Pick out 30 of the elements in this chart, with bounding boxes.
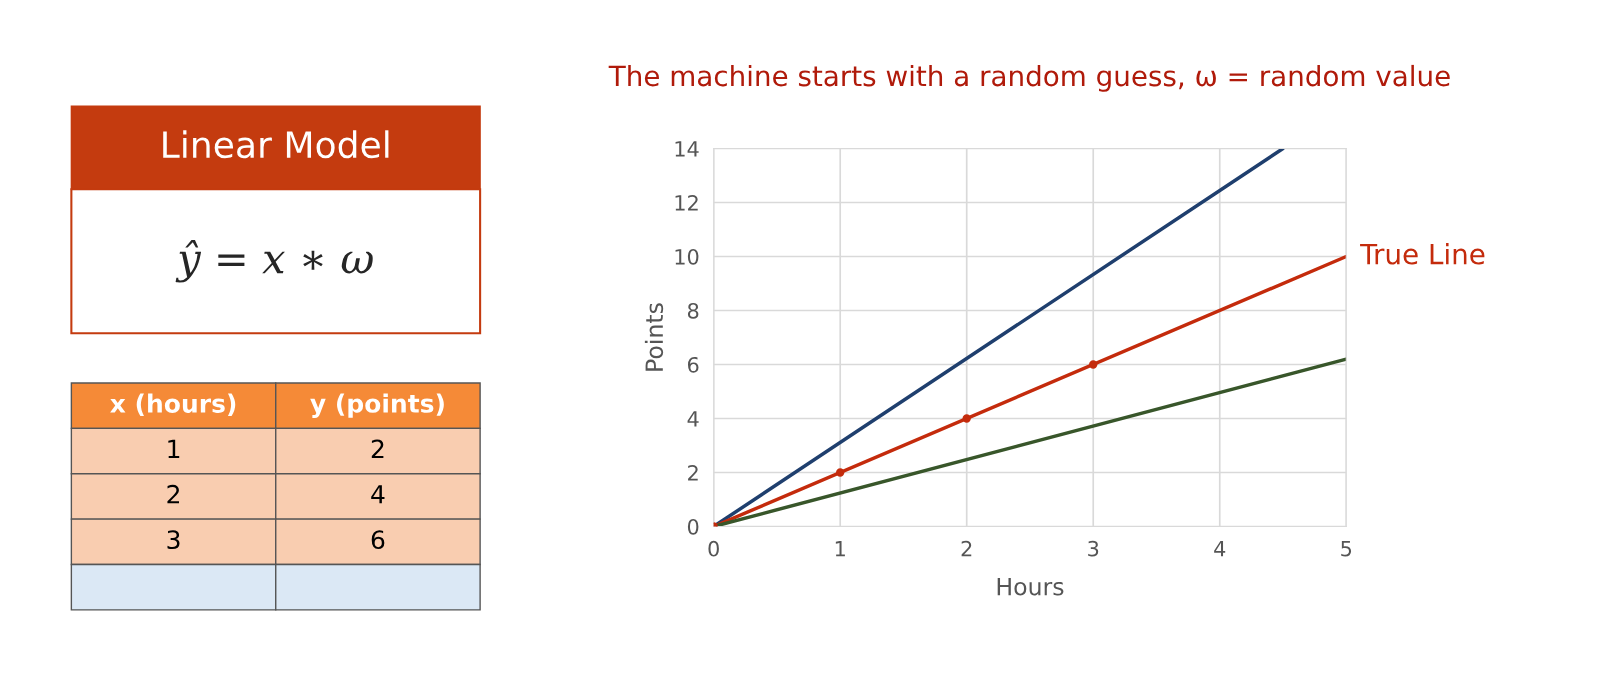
series-label: True Line — [1360, 243, 1485, 265]
point — [1089, 360, 1098, 369]
x-tick-label: 5 — [1341, 541, 1352, 557]
text: x (hours) — [110, 393, 236, 416]
text: Linear Model — [163, 130, 389, 159]
y-tick-label: 12 — [675, 194, 698, 211]
point — [836, 468, 845, 477]
y-tick-label: 14 — [675, 141, 699, 157]
y-tick-label: 2 — [688, 464, 698, 481]
y-tick-label: 4 — [687, 411, 699, 427]
y-tick-label: 10 — [675, 248, 699, 265]
x-tick-label: 2 — [961, 540, 972, 557]
x-axis-title: Hours — [997, 577, 1064, 596]
y-tick-label: 0 — [687, 518, 699, 535]
text: 4 — [371, 485, 385, 504]
x-tick-label: 0 — [708, 540, 719, 557]
point — [962, 414, 971, 423]
chart-title: The machine starts with a random guess, ω = random value — [608, 64, 1450, 92]
x-tick-label: 1 — [835, 541, 845, 557]
text: y (points) — [310, 393, 444, 418]
text: 2 — [371, 439, 384, 458]
text: 2 — [167, 484, 179, 504]
y-tick-label: 8 — [687, 302, 699, 319]
y-tick-label: 6 — [687, 356, 699, 373]
x-tick-label: 4 — [1214, 541, 1226, 557]
y-axis-title: Points — [644, 303, 664, 371]
text: 6 — [371, 530, 385, 550]
text: ŷ = x ∗ ω — [175, 239, 373, 283]
x-tick-label: 3 — [1088, 540, 1099, 557]
text: 1 — [168, 439, 180, 458]
